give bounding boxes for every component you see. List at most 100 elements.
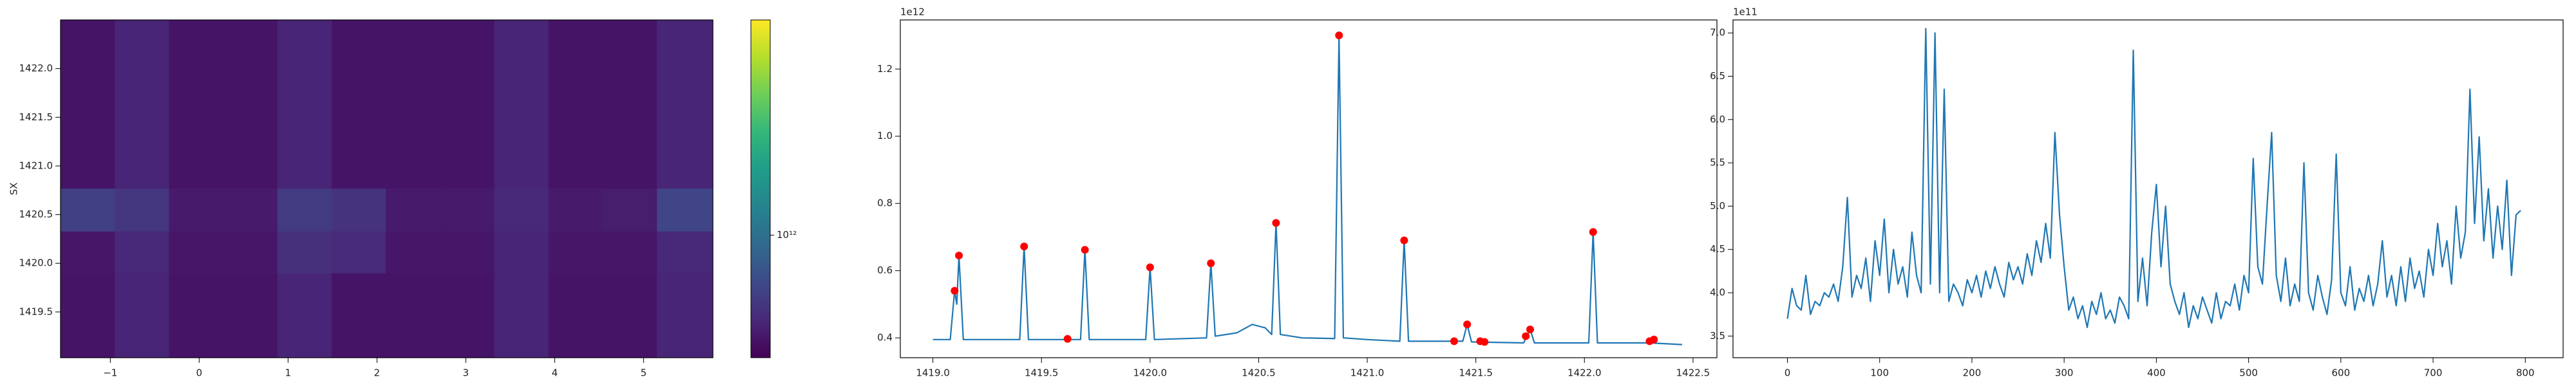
heatmap-cell <box>386 62 440 106</box>
heatmap-cell <box>548 146 603 189</box>
heatmap-cell <box>548 20 603 62</box>
heatmap-cell <box>61 188 115 232</box>
heatmap-cell <box>548 315 603 358</box>
heatmap-cell <box>223 315 278 358</box>
axes-frame <box>1732 19 2564 358</box>
y-tick-label: 1420.5 <box>19 208 53 220</box>
heatmap-cell <box>331 231 386 273</box>
heatmap-cell <box>602 20 658 62</box>
heatmap-cell <box>277 315 332 358</box>
heatmap-cell <box>494 231 549 273</box>
x-tick-label: 700 <box>2424 367 2443 379</box>
heatmap-cell <box>223 188 278 232</box>
heatmap-cell <box>548 273 603 317</box>
y-tick-label: 7.0 <box>1710 27 1725 39</box>
peak-marker <box>1481 338 1489 346</box>
y-tick-label: 1421.0 <box>19 160 53 171</box>
heatmap-cell <box>494 273 549 317</box>
heatmap-cell <box>548 62 603 106</box>
colorbar <box>750 19 771 358</box>
offset-label: 1e11 <box>1733 6 1757 18</box>
y-axis-label: SX <box>8 183 20 196</box>
axes-frame <box>60 19 714 358</box>
peak-marker <box>951 287 959 295</box>
x-tick-label: 1422.5 <box>1676 367 1710 379</box>
heatmap-cell <box>169 146 224 189</box>
heatmap-cell <box>657 20 714 62</box>
heatmap-cell <box>602 104 658 147</box>
x-tick-label: 1422.0 <box>1567 367 1602 379</box>
heatmap-cell <box>331 315 386 358</box>
heatmap-cell <box>115 188 169 232</box>
heatmap-cell <box>169 188 224 232</box>
heatmap-cell <box>602 231 658 273</box>
peak-marker <box>1650 335 1658 344</box>
heatmap-cell <box>494 20 549 62</box>
heatmap-cell <box>440 231 495 273</box>
heatmap-cell <box>115 315 169 358</box>
heatmap-cell <box>331 62 386 106</box>
heatmap-cell <box>277 20 332 62</box>
heatmap-cell <box>277 104 332 147</box>
heatmap-cell <box>115 104 169 147</box>
x-tick-label: 600 <box>2332 367 2351 379</box>
heatmap-cell <box>386 104 440 147</box>
heatmap-cell <box>331 273 386 317</box>
peak-marker <box>1400 236 1408 244</box>
y-tick-label: 5.5 <box>1710 157 1725 169</box>
x-tick-label: 3 <box>463 367 469 379</box>
heatmap-cell <box>61 104 115 147</box>
y-tick-label: 1422.0 <box>19 62 53 74</box>
heatmap-cell <box>115 20 169 62</box>
offset-label: 1e12 <box>900 6 925 18</box>
heatmap-cell <box>386 231 440 273</box>
y-tick-label: 1420.0 <box>19 257 53 269</box>
y-tick-label: 3.5 <box>1710 330 1725 342</box>
heatmap-cell <box>440 20 495 62</box>
axes-frame <box>900 19 1718 358</box>
heatmap-cell <box>277 188 332 232</box>
heatmap-cell <box>548 231 603 273</box>
heatmap-cell <box>602 146 658 189</box>
peak-marker <box>1020 243 1028 251</box>
heatmap-cell <box>223 146 278 189</box>
x-tick-label: 1419.5 <box>1025 367 1059 379</box>
y-tick-label: 4.5 <box>1710 243 1725 255</box>
y-tick-label: 1419.5 <box>19 306 53 317</box>
heatmap-cell <box>331 146 386 189</box>
heatmap-cell <box>440 104 495 147</box>
peak-marker <box>1081 246 1089 254</box>
heatmap-cell <box>494 315 549 358</box>
data-line <box>1786 28 2521 328</box>
heatmap-cell <box>440 62 495 106</box>
heatmap-cell <box>657 315 714 358</box>
x-tick-label: 200 <box>1963 367 1982 379</box>
peak-marker <box>1207 259 1215 268</box>
x-tick-label: 1421.0 <box>1350 367 1385 379</box>
heatmap-cell <box>657 231 714 273</box>
heatmap-cell <box>657 188 714 232</box>
y-tick-label: 1.0 <box>877 130 893 142</box>
heatmap-cell <box>657 146 714 189</box>
peak-marker <box>1272 219 1280 227</box>
heatmap-cell <box>440 315 495 358</box>
x-tick-label: 1420.0 <box>1133 367 1168 379</box>
heatmap-cell <box>169 20 224 62</box>
x-tick-label: −1 <box>103 367 117 379</box>
heatmap-cell <box>61 20 115 62</box>
heatmap-cell <box>169 273 224 317</box>
peak-marker <box>1589 228 1597 236</box>
heatmap-cell <box>494 146 549 189</box>
heatmap-cell <box>440 273 495 317</box>
y-tick-label: 1421.5 <box>19 111 53 123</box>
heatmap-cell <box>115 231 169 273</box>
heatmap-cell <box>223 104 278 147</box>
y-tick-label: 6.5 <box>1710 70 1725 82</box>
heatmap-cell <box>494 188 549 232</box>
heatmap-cell <box>169 231 224 273</box>
heatmap-cell <box>115 62 169 106</box>
peak-marker <box>1335 32 1343 40</box>
x-tick-label: 400 <box>2147 367 2166 379</box>
